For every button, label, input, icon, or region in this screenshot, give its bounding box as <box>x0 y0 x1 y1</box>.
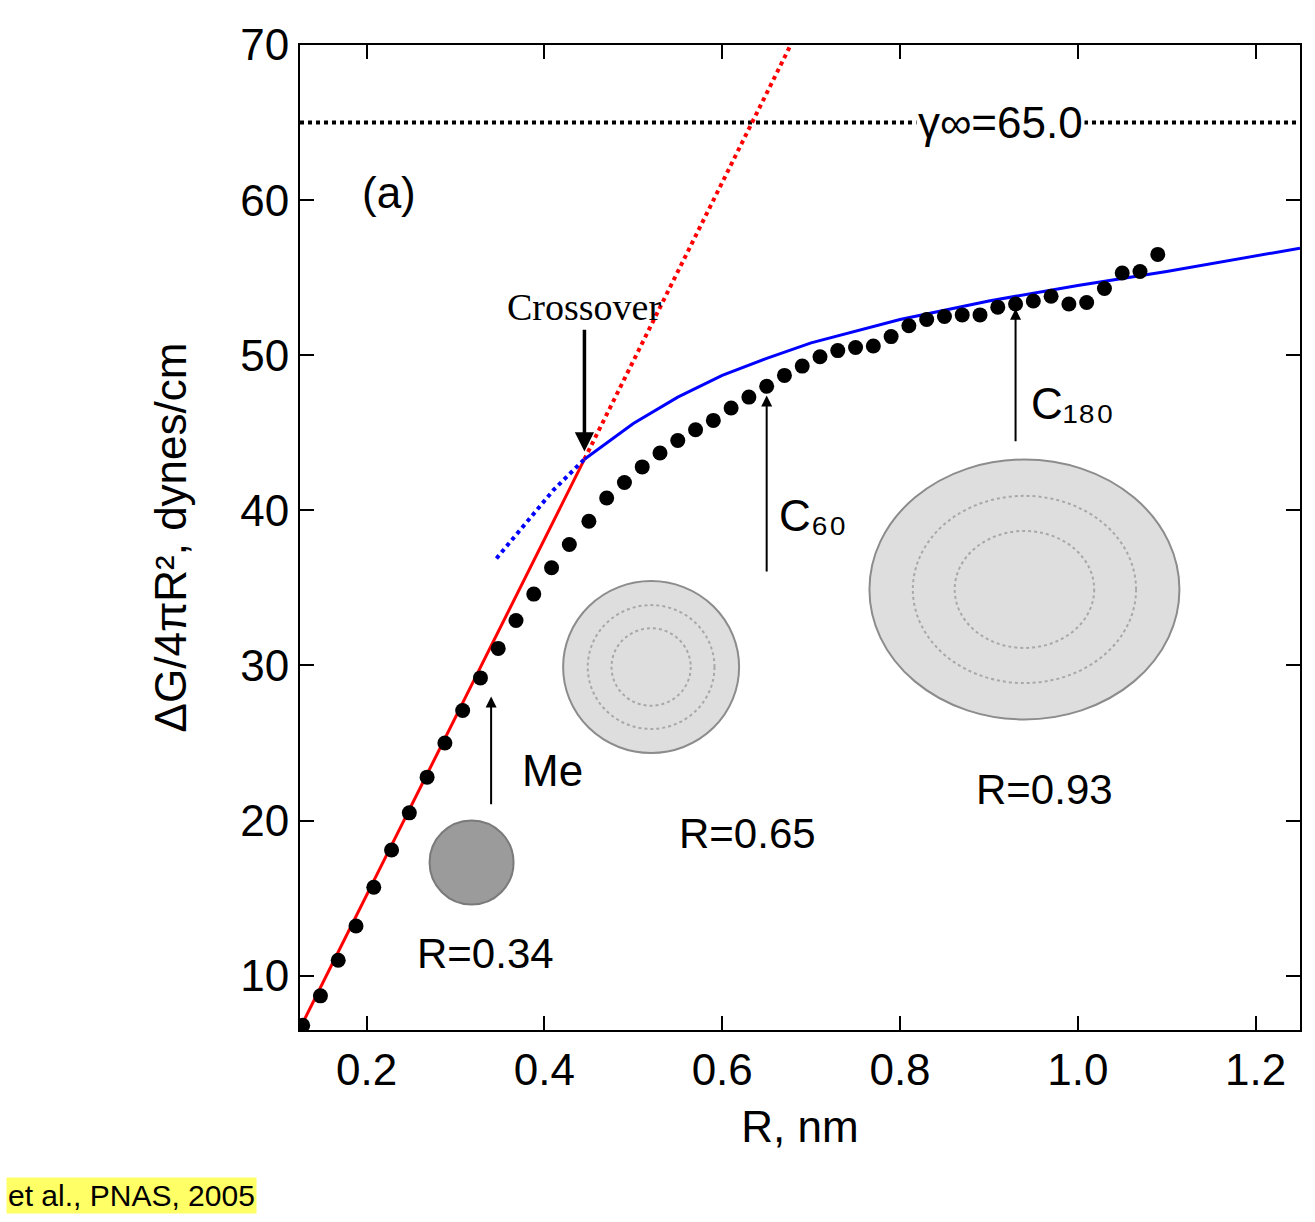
svg-text:γ∞=65.0: γ∞=65.0 <box>918 98 1083 147</box>
svg-text:0.8: 0.8 <box>869 1045 930 1094</box>
svg-text:Crossover: Crossover <box>507 286 661 328</box>
svg-text:et al., PNAS, 2005: et al., PNAS, 2005 <box>8 1179 255 1212</box>
svg-text:C₆₀: C₆₀ <box>779 491 847 540</box>
svg-text:60: 60 <box>240 176 289 225</box>
svg-text:R=0.93: R=0.93 <box>976 766 1113 813</box>
svg-text:50: 50 <box>240 331 289 380</box>
svg-text:1.0: 1.0 <box>1047 1045 1108 1094</box>
svg-text:20: 20 <box>240 796 289 845</box>
svg-text:70: 70 <box>240 20 289 69</box>
svg-text:1.2: 1.2 <box>1225 1045 1286 1094</box>
svg-text:0.2: 0.2 <box>336 1045 397 1094</box>
svg-text:R=0.34: R=0.34 <box>417 930 554 977</box>
svg-text:0.4: 0.4 <box>514 1045 575 1094</box>
svg-text:ΔG/4πR², dynes/cm: ΔG/4πR², dynes/cm <box>146 343 195 733</box>
svg-text:40: 40 <box>240 486 289 535</box>
svg-text:C₁₈₀: C₁₈₀ <box>1031 379 1114 428</box>
svg-text:30: 30 <box>240 641 289 690</box>
svg-text:R, nm: R, nm <box>741 1102 858 1151</box>
svg-text:R=0.65: R=0.65 <box>679 810 816 857</box>
svg-text:Me: Me <box>522 746 583 795</box>
svg-text:(a): (a) <box>362 168 416 217</box>
svg-text:0.6: 0.6 <box>692 1045 753 1094</box>
svg-text:10: 10 <box>240 951 289 1000</box>
